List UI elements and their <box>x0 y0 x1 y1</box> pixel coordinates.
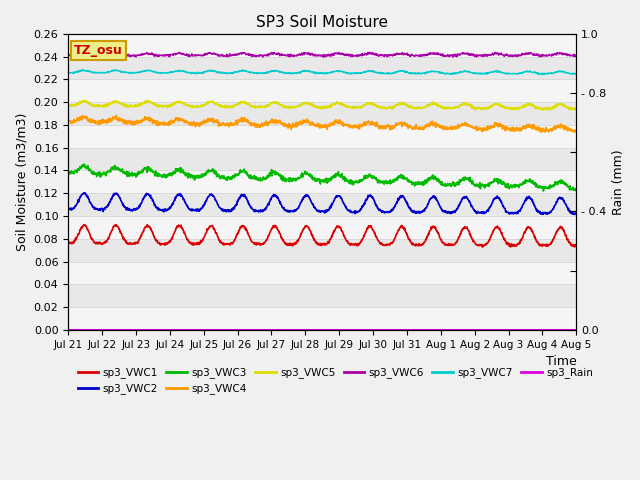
Bar <box>68 125 577 148</box>
Bar <box>68 170 577 193</box>
Bar <box>68 216 577 239</box>
Title: SP3 Soil Moisture: SP3 Soil Moisture <box>256 15 388 30</box>
Y-axis label: Soil Moisture (m3/m3): Soil Moisture (m3/m3) <box>15 113 28 251</box>
X-axis label: Time: Time <box>545 355 577 368</box>
Legend: sp3_VWC1, sp3_VWC2, sp3_VWC3, sp3_VWC4, sp3_VWC5, sp3_VWC6, sp3_VWC7, sp3_Rain: sp3_VWC1, sp3_VWC2, sp3_VWC3, sp3_VWC4, … <box>74 363 597 398</box>
Bar <box>68 34 577 57</box>
Bar <box>68 262 577 284</box>
Bar <box>68 307 577 330</box>
Y-axis label: Rain (mm): Rain (mm) <box>612 149 625 215</box>
Bar <box>68 80 577 102</box>
Text: TZ_osu: TZ_osu <box>74 44 123 57</box>
